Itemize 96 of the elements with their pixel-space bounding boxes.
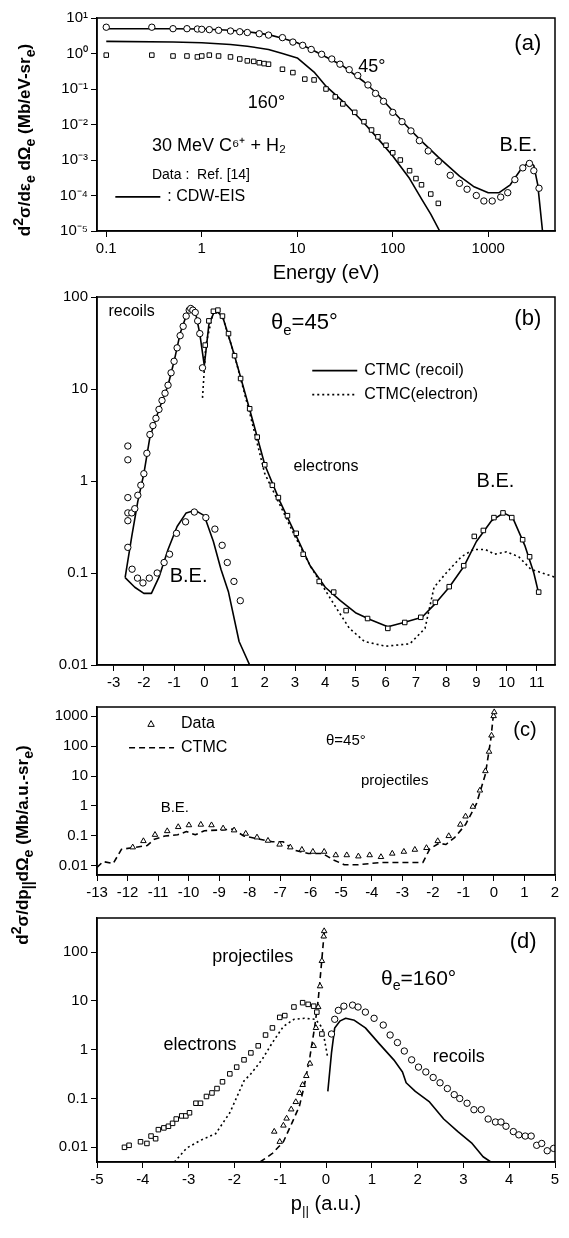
x-tick-label: 0 — [200, 673, 209, 691]
y-tick-label: 10⁻³ — [61, 150, 88, 168]
annotation: projectiles — [212, 946, 294, 967]
x-tick-label: -8 — [242, 883, 257, 901]
y-tick-label: 0.1 — [67, 563, 88, 581]
annotation: B.E. — [499, 133, 538, 156]
y-tick-label: 1 — [79, 1039, 88, 1057]
x-tick-label: 5 — [550, 1170, 560, 1188]
x-tick-label: 2 — [260, 673, 269, 691]
x-tick-label: 6 — [381, 673, 390, 691]
x-axis-title: p|| (a.u.) — [290, 1191, 362, 1218]
x-tick-label: -2 — [137, 673, 151, 691]
annotation: 160° — [247, 92, 286, 113]
x-tick-label: 4 — [321, 673, 330, 691]
y-tick-label: 1 — [79, 796, 88, 814]
y-tick-label: 0.1 — [67, 826, 88, 844]
x-tick-label: -1 — [167, 673, 181, 691]
x-tick-label: -1 — [456, 883, 471, 901]
x-tick-label: 9 — [472, 673, 481, 691]
y-tick-label: 0.01 — [58, 655, 88, 673]
x-tick-label: 2 — [550, 883, 560, 901]
annotation: recoils — [432, 1046, 485, 1067]
x-tick-label: -12 — [116, 883, 139, 901]
y-tick-label: 1000 — [54, 706, 88, 724]
x-tick-label: -4 — [365, 883, 379, 901]
x-tick-label: 1000 — [471, 239, 505, 257]
x-tick-label: 1 — [230, 673, 239, 691]
x-axis-title: Energy (eV) — [272, 260, 380, 283]
x-tick-label: -5 — [90, 1170, 104, 1188]
annotation: projectiles — [360, 771, 429, 789]
x-tick-label: -10 — [177, 883, 200, 901]
x-tick-label: -2 — [227, 1170, 242, 1188]
x-tick-label: 0 — [489, 883, 499, 901]
x-tick-label: -13 — [86, 883, 108, 901]
y-tick-label: 10¹ — [66, 8, 88, 26]
x-tick-label: -3 — [181, 1170, 196, 1188]
annotation: (b) — [514, 305, 542, 331]
x-tick-label: 11 — [529, 673, 545, 691]
x-tick-label: 1 — [197, 239, 206, 257]
annotation: 45° — [358, 55, 386, 76]
x-tick-label: 2 — [413, 1170, 422, 1188]
legend-label: CTMC(electron) — [364, 385, 479, 403]
y-tick-label: 10 — [71, 379, 88, 397]
x-tick-label: -1 — [273, 1170, 287, 1188]
x-tick-label: -5 — [334, 883, 348, 901]
y-tick-label: 10⁻⁵ — [60, 221, 88, 239]
x-tick-label: -2 — [426, 883, 440, 901]
legend-label: : CDW-EIS — [167, 187, 246, 205]
y-tick-label: 100 — [62, 287, 88, 305]
annotation: electrons — [293, 456, 359, 474]
x-tick-label: -11 — [147, 883, 169, 901]
annotation: B.E. — [169, 564, 208, 587]
y-tick-label: 100 — [62, 736, 88, 754]
x-tick-label: 10 — [288, 239, 306, 257]
annotation: (c) — [513, 718, 537, 741]
annotation: recoils — [108, 302, 155, 320]
x-tick-label: -3 — [395, 883, 410, 901]
annotation: (d) — [509, 928, 537, 954]
annotation: Data : Ref. [14] — [151, 166, 251, 183]
x-tick-label: -4 — [136, 1170, 150, 1188]
annotation: B.E. — [476, 468, 515, 491]
x-tick-label: 10 — [498, 673, 515, 691]
x-tick-label: 4 — [505, 1170, 514, 1188]
y-tick-label: 0.01 — [58, 1137, 88, 1155]
x-tick-label: 1 — [520, 883, 529, 901]
x-tick-label: -6 — [304, 883, 318, 901]
y-tick-label: 0.01 — [58, 856, 88, 874]
x-tick-label: 5 — [351, 673, 360, 691]
legend-label: CTMC — [181, 738, 228, 756]
x-tick-label: 0 — [321, 1170, 331, 1188]
y-tick-label: 0.1 — [67, 1088, 88, 1106]
x-tick-label: 1 — [367, 1170, 376, 1188]
x-tick-label: 3 — [290, 673, 300, 691]
x-tick-label: -3 — [106, 673, 121, 691]
annotation: B.E. — [160, 797, 190, 815]
x-tick-label: -9 — [212, 883, 226, 901]
y-tick-label: 10 — [71, 766, 88, 784]
annotation: 30 MeV C⁶⁺ + H₂ — [151, 134, 286, 155]
y-tick-label: 10⁰ — [66, 43, 88, 61]
legend-label: CTMC (recoil) — [364, 361, 464, 379]
legend-label: Data — [181, 714, 215, 732]
annotation: (a) — [514, 29, 542, 55]
x-tick-label: 8 — [442, 673, 451, 691]
x-tick-label: -7 — [273, 883, 287, 901]
x-tick-label: 100 — [380, 239, 406, 257]
y-tick-label: 1 — [79, 471, 88, 489]
x-tick-label: 7 — [411, 673, 421, 691]
annotation: electrons — [163, 1033, 237, 1054]
x-tick-label: 0.1 — [95, 239, 117, 257]
y-tick-label: 100 — [62, 942, 88, 960]
y-tick-label: 10⁻¹ — [61, 79, 88, 97]
annotation: θ=45° — [326, 730, 366, 748]
y-tick-label: 10⁻² — [61, 114, 88, 132]
y-tick-label: 10 — [71, 991, 88, 1009]
y-tick-label: 10⁻⁴ — [59, 185, 88, 203]
x-tick-label: 3 — [459, 1170, 468, 1188]
